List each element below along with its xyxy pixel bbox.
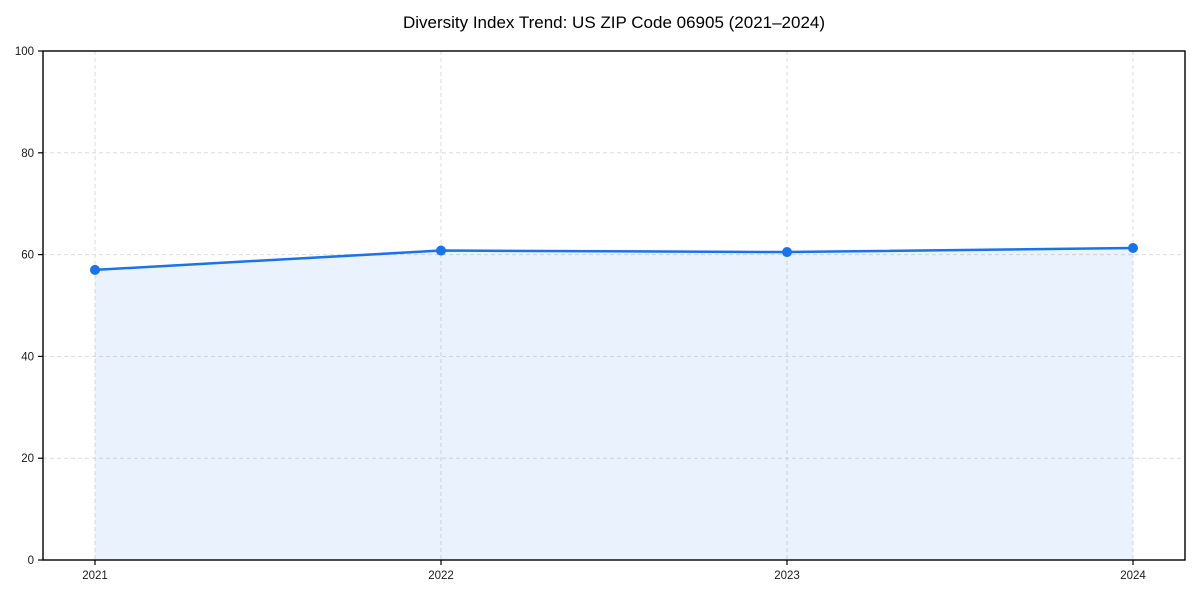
data-point bbox=[782, 247, 792, 258]
y-tick-label: 40 bbox=[21, 351, 34, 363]
area-fill bbox=[95, 247, 1133, 560]
data-point bbox=[436, 245, 446, 256]
x-tick-label: 2022 bbox=[428, 570, 454, 582]
x-tick-label: 2024 bbox=[1120, 570, 1146, 582]
y-tick-label: 80 bbox=[21, 148, 34, 160]
x-tick-label: 2021 bbox=[82, 570, 108, 582]
axes-box bbox=[42, 50, 1186, 561]
y-tick-label: 60 bbox=[21, 250, 34, 262]
y-tick-label: 20 bbox=[21, 453, 34, 465]
y-tick-label: 0 bbox=[28, 555, 34, 567]
y-tick-label: 100 bbox=[15, 46, 34, 58]
data-point bbox=[1128, 242, 1138, 253]
x-tick-label: 2023 bbox=[774, 570, 800, 582]
series-line bbox=[93, 246, 1135, 272]
data-point bbox=[90, 264, 100, 275]
chart-title: Diversity Index Trend: US ZIP Code 06905… bbox=[402, 13, 826, 32]
